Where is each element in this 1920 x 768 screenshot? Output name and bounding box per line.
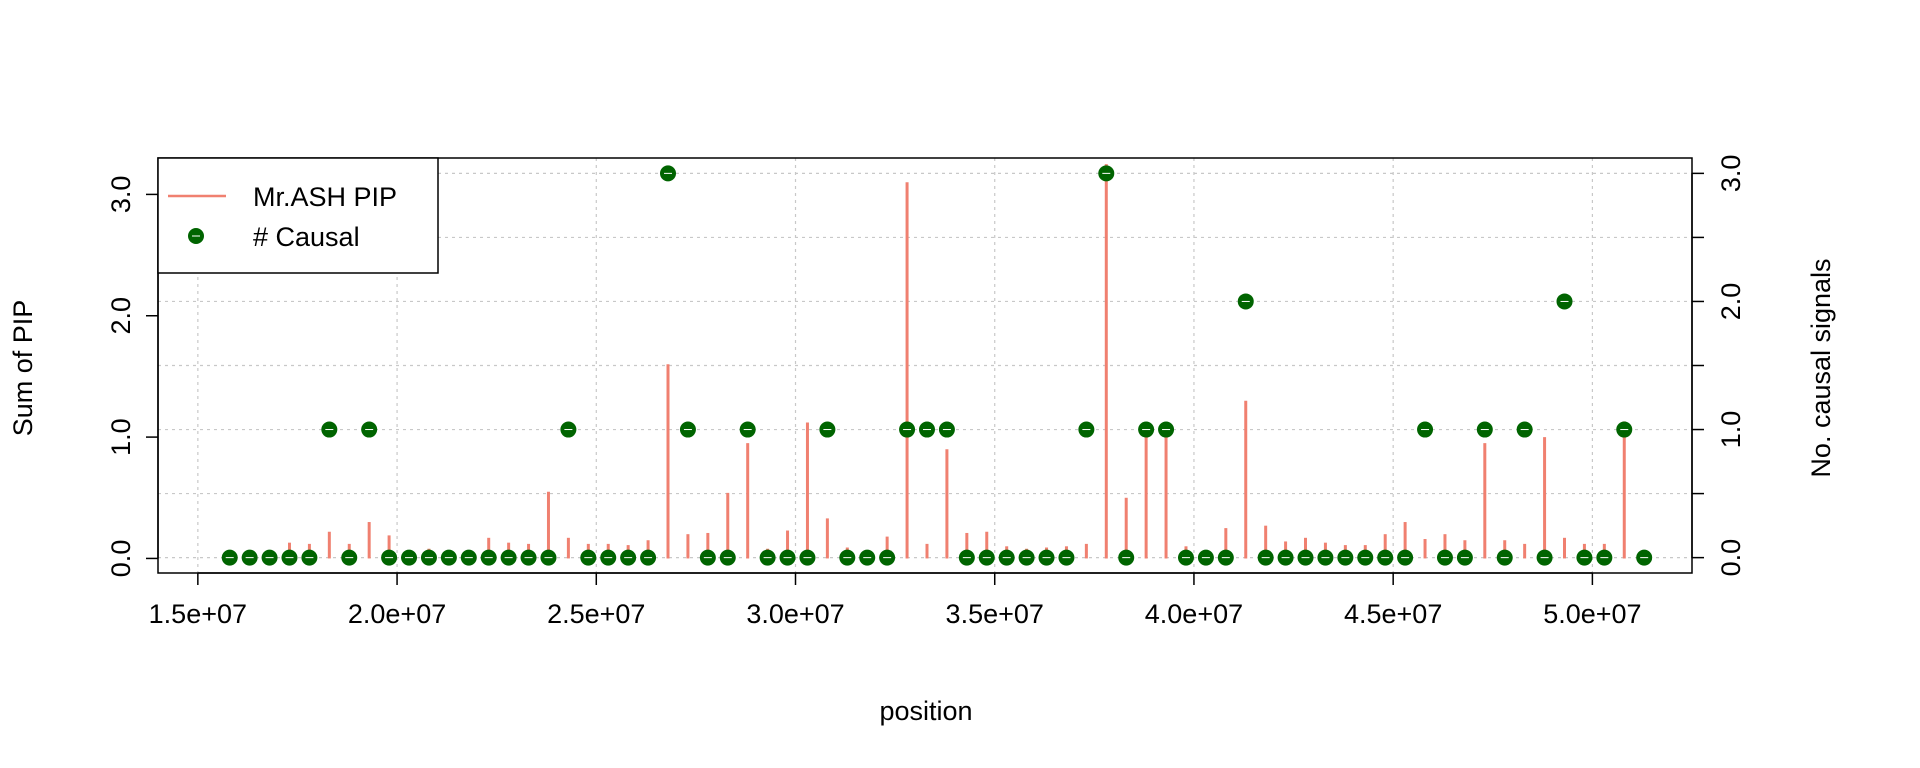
y-tick-label: 1.0 [106,418,136,456]
x-tick-label: 5.0e+07 [1543,599,1641,629]
x-axis: 1.5e+07 2.0e+07 2.5e+07 3.0e+07 3.5e+07 4.0e+… [149,572,1642,629]
x-tick-label: 3.0e+07 [746,599,844,629]
y2-axis-label: No. causal signals [1806,258,1836,477]
legend: Mr.ASH PIP # Causal [157,157,439,274]
y2-tick-label: 2.0 [1716,283,1746,321]
x-tick-label: 1.5e+07 [149,599,247,629]
pip-series [228,164,1646,559]
x-tick-label: 2.5e+07 [547,599,645,629]
y-tick-label: 3.0 [106,176,136,214]
x-tick-label: 4.5e+07 [1344,599,1442,629]
x-tick-label: 2.0e+07 [348,599,446,629]
legend-box [157,157,439,274]
y2-tick-label: 1.0 [1716,411,1746,449]
y-tick-label: 0.0 [106,540,136,578]
x-tick-label: 3.5e+07 [946,599,1044,629]
legend-pip-label: Mr.ASH PIP [253,182,397,212]
y-tick-label: 2.0 [106,297,136,335]
y-axis-left: 0.0 1.0 2.0 3.0 [106,176,159,578]
x-tick-label: 4.0e+07 [1145,599,1243,629]
grid-lines [158,158,1692,573]
causal-series [221,165,1653,566]
y2-tick-label: 0.0 [1716,539,1746,577]
legend-causal-label: # Causal [253,222,360,252]
y-axis-right: 0.0 1.0 2.0 3.0 [1691,155,1746,577]
x-axis-label: position [879,696,972,726]
y2-tick-label: 3.0 [1716,155,1746,193]
y-axis-label: Sum of PIP [8,300,38,437]
